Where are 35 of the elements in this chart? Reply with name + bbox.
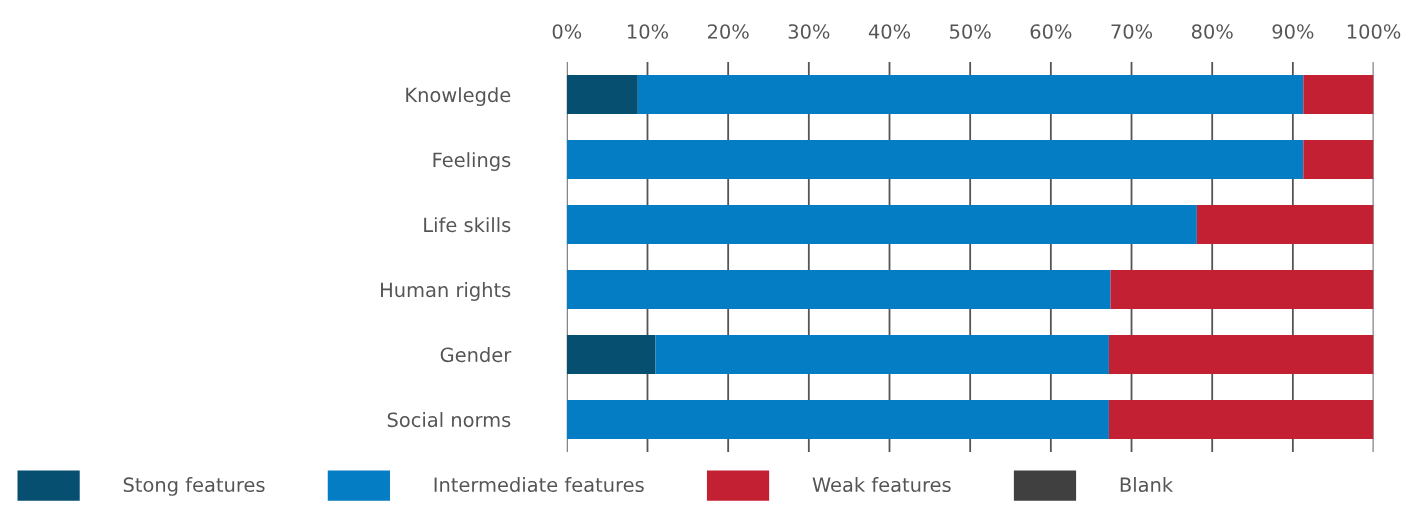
bar: [655, 334, 1109, 374]
bar: [1196, 205, 1374, 245]
bar: [637, 75, 1304, 115]
y-tick-label: Social norms: [387, 412, 511, 428]
x-tick-label: 60%: [1030, 24, 1072, 39]
bar: [566, 140, 1304, 180]
x-tick-label: 100%: [1347, 24, 1401, 39]
y-tick-label: Knowlegde: [406, 87, 511, 106]
bar: [1108, 399, 1374, 439]
x-tick-label: 20%: [707, 24, 749, 39]
bar: [1110, 270, 1374, 309]
x-tick-label: 50%: [950, 24, 991, 39]
x-tick-label: 90%: [1272, 24, 1314, 39]
bar: [566, 75, 638, 115]
x-tick-label: 40%: [868, 24, 911, 39]
bar: [1303, 75, 1374, 115]
bar: [1303, 140, 1374, 180]
x-tick-label: 0%: [552, 24, 582, 39]
x-tick-label: 10%: [628, 24, 669, 39]
x-tick-label: 80%: [1191, 24, 1233, 39]
bar: [566, 270, 1111, 309]
x-tick-label: 70%: [1111, 24, 1153, 39]
legend-label: Stong features: [123, 477, 265, 496]
y-tick-label: Human rights: [381, 282, 511, 301]
bar: [566, 205, 1197, 245]
y-tick-label: Feelings: [433, 152, 511, 171]
x-tick-label: 30%: [788, 24, 830, 39]
bar: [566, 399, 1109, 439]
legend-label: Intermediate features: [434, 477, 644, 493]
bar: [1108, 334, 1374, 374]
legend-label: Weak features: [812, 477, 951, 493]
bar: [566, 334, 656, 374]
y-tick-label: Gender: [440, 347, 512, 363]
legend-label: Blank: [1120, 477, 1174, 493]
y-tick-label: Life skills: [424, 217, 511, 233]
